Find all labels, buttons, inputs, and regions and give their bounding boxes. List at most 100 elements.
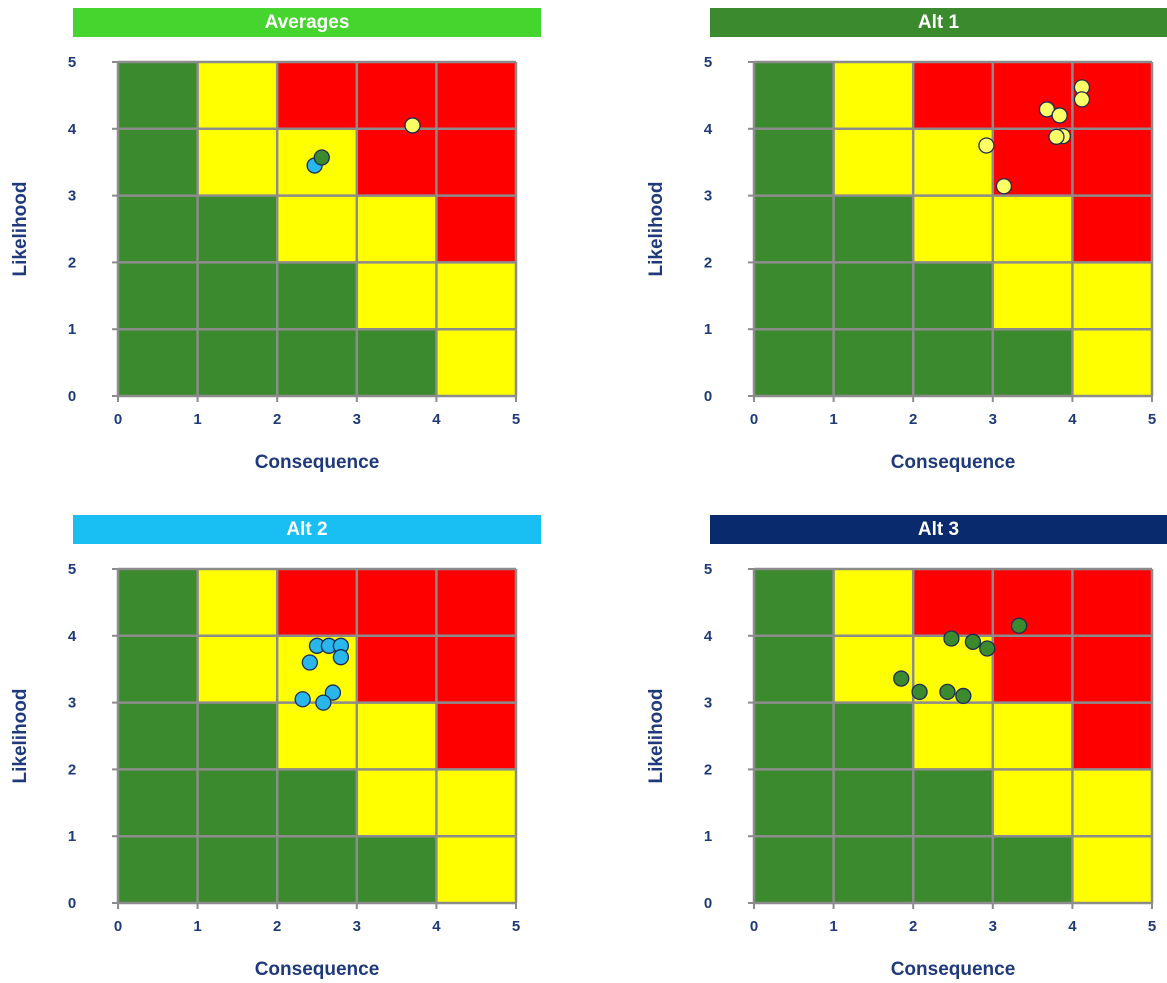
matrix-cell: [913, 195, 993, 263]
matrix-cell: [833, 195, 914, 263]
matrix-cell: [992, 262, 1073, 330]
y-tick-label: 1: [704, 828, 712, 845]
x-axis-label: Consequence: [891, 452, 1016, 473]
x-tick-label: 5: [512, 411, 520, 428]
data-point: [911, 683, 928, 701]
matrix-cell: [118, 262, 198, 330]
x-tick-label: 4: [1068, 918, 1077, 935]
matrix-cell: [833, 635, 914, 703]
matrix-cell: [913, 702, 993, 770]
matrix-cell: [277, 569, 357, 636]
x-tick-label: 1: [829, 411, 837, 428]
data-point: [404, 117, 421, 134]
matrix-cell: [992, 769, 1073, 837]
chart-panel-averages: Averages 0 1 2 3 4 5 0 1 2 3 4 5 Consequence Likeliho…: [0, 0, 560, 490]
chart-panel-alt3: Alt 3 0 1 2 3 4 5 0 1 2 3 4 5 Consequence Likelihood: [636, 507, 1167, 983]
y-tick-label: 1: [704, 321, 712, 338]
matrix-cell: [436, 836, 516, 903]
matrix-cell: [436, 128, 516, 196]
matrix-cell: [118, 128, 198, 196]
x-tick-label: 3: [353, 918, 361, 935]
x-tick-label: 5: [512, 918, 520, 935]
matrix-cell: [833, 62, 914, 129]
matrix-cell: [1072, 702, 1152, 770]
x-axis-label: Consequence: [891, 959, 1016, 980]
matrix-cell: [118, 62, 198, 129]
matrix-cell: [833, 569, 914, 636]
matrix-cell: [356, 769, 437, 837]
matrix-cell: [277, 262, 357, 330]
y-tick-label: 2: [704, 761, 712, 778]
matrix-cell: [197, 128, 278, 196]
matrix-cell: [1072, 836, 1152, 903]
matrix-cell: [356, 329, 437, 396]
data-point: [893, 670, 910, 687]
y-tick-label: 3: [68, 188, 76, 205]
matrix-cell: [118, 769, 198, 837]
matrix-cell: [754, 569, 834, 636]
matrix-cell: [197, 702, 278, 770]
matrix-cell: [833, 769, 914, 837]
x-tick-label: 0: [114, 411, 122, 428]
y-tick-label: 0: [68, 895, 76, 912]
y-tick-label: 4: [68, 628, 77, 645]
matrix-cell: [754, 329, 834, 396]
matrix-cell: [118, 836, 198, 903]
x-tick-label: 3: [989, 411, 997, 428]
matrix-cell: [754, 702, 834, 770]
x-tick-label: 4: [432, 918, 441, 935]
data-point: [943, 630, 960, 647]
y-axis-label: Likelihood: [646, 689, 667, 784]
matrix-cell: [436, 62, 516, 129]
x-axis-label: Consequence: [255, 452, 380, 473]
matrix-cell: [1072, 329, 1152, 396]
data-point: [995, 178, 1013, 195]
matrix-cell: [356, 128, 437, 196]
matrix-cell: [436, 769, 516, 837]
matrix-cell: [913, 329, 993, 396]
data-point: [1073, 91, 1091, 108]
y-tick-label: 2: [704, 254, 712, 271]
matrix-cell: [913, 62, 993, 129]
matrix-cell: [913, 262, 993, 330]
chart-title-banner: Alt 3: [710, 515, 1167, 544]
matrix-cell: [118, 635, 198, 703]
data-point: [294, 691, 311, 708]
matrix-cell: [436, 569, 516, 636]
risk-matrix-plot: 0 1 2 3 4 5 0 1 2 3 4 5 Consequence Likelihood: [646, 54, 1156, 473]
x-tick-label: 2: [273, 411, 281, 428]
matrix-cell: [754, 262, 834, 330]
matrix-cell: [754, 195, 834, 263]
matrix-cell: [992, 635, 1073, 703]
y-tick-label: 4: [704, 628, 713, 645]
matrix-cell: [913, 769, 993, 837]
matrix-cell: [992, 195, 1073, 263]
matrix-cell: [356, 262, 437, 330]
x-tick-label: 0: [114, 918, 122, 935]
matrix-cell: [197, 329, 278, 396]
x-tick-label: 1: [193, 918, 201, 935]
chart-panel-alt1: Alt 1 0 1 2 3 4 5 0 1 2 3 4 5 Consequence Likelihood: [636, 0, 1167, 490]
matrix-cell: [1072, 195, 1152, 263]
risk-matrix-plot: 0 1 2 3 4 5 0 1 2 3 4 5 Consequence Likelihood: [10, 561, 520, 980]
matrix-cell: [754, 769, 834, 837]
matrix-cell: [197, 195, 278, 263]
matrix-cell: [197, 62, 278, 129]
matrix-cell: [754, 128, 834, 196]
y-tick-label: 2: [68, 254, 76, 271]
data-point: [939, 683, 956, 701]
matrix-cell: [992, 836, 1073, 903]
matrix-cell: [754, 62, 834, 129]
matrix-cell: [833, 262, 914, 330]
matrix-cell: [356, 635, 437, 703]
y-tick-label: 0: [704, 388, 712, 405]
data-point: [979, 640, 996, 657]
data-point: [315, 694, 332, 711]
matrix-cell: [277, 769, 357, 837]
y-tick-label: 3: [704, 695, 712, 712]
matrix-cell: [754, 635, 834, 703]
data-point: [955, 687, 972, 705]
x-tick-label: 1: [193, 411, 201, 428]
y-tick-label: 2: [68, 761, 76, 778]
matrix-cell: [754, 836, 834, 903]
